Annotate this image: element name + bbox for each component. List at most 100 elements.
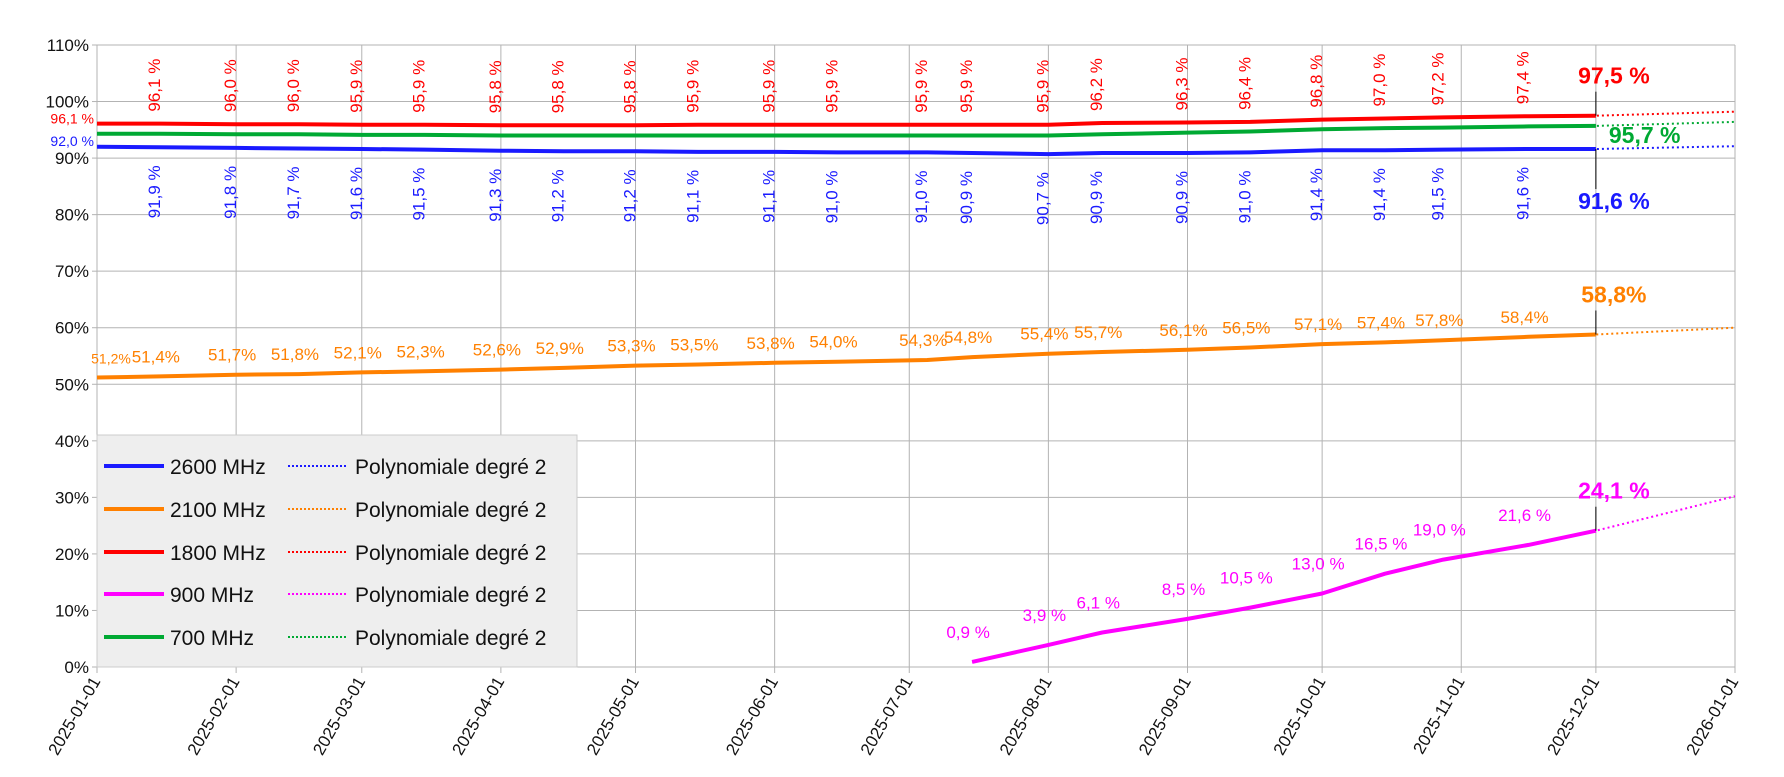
- data-label: 90,9 %: [957, 171, 976, 224]
- data-label: 95,7 %: [1609, 122, 1681, 148]
- x-tick-label: 2025-09-01: [1135, 674, 1195, 759]
- data-label: 51,4%: [132, 347, 180, 366]
- data-label: 10,5 %: [1220, 569, 1273, 588]
- data-label: 91,1 %: [760, 170, 779, 223]
- data-label: 58,8%: [1581, 282, 1646, 308]
- data-label: 91,6 %: [1578, 188, 1650, 214]
- data-label: 56,5%: [1222, 319, 1270, 338]
- data-label: 91,1 %: [683, 170, 702, 223]
- y-tick-label: 0%: [64, 658, 89, 677]
- data-label: 52,3%: [396, 342, 444, 361]
- data-label: 97,0 %: [1370, 54, 1389, 107]
- data-label: 95,8 %: [486, 60, 505, 113]
- y-tick-label: 70%: [55, 262, 89, 281]
- x-axis: 2025-01-01 2025-02-01 2025-03-01 2025-04-01…: [45, 674, 1743, 759]
- data-label: 95,9 %: [822, 60, 841, 113]
- data-label: 19,0 %: [1413, 521, 1466, 540]
- data-label: 52,9%: [536, 339, 584, 358]
- data-label: 90,7 %: [1033, 172, 1052, 225]
- data-label: 91,6 %: [1514, 167, 1533, 220]
- y-tick-label: 100%: [46, 93, 89, 112]
- y-tick-label: 20%: [55, 545, 89, 564]
- y-tick-label: 40%: [55, 432, 89, 451]
- data-label: 53,5%: [670, 335, 718, 354]
- x-tick-label: 2025-01-01: [45, 674, 105, 759]
- legend-label: 1800 MHz: [170, 542, 266, 565]
- data-label: 95,9 %: [760, 60, 779, 113]
- legend-label: 2100 MHz: [170, 499, 266, 522]
- legend-label: 2600 MHz: [170, 456, 266, 479]
- data-label: 90,9 %: [1173, 171, 1192, 224]
- data-label: 55,4%: [1020, 325, 1068, 344]
- data-label: 96,3 %: [1173, 58, 1192, 111]
- data-label: 21,6 %: [1498, 506, 1551, 525]
- data-label: 95,9 %: [1033, 60, 1052, 113]
- data-label: 54,0%: [809, 333, 857, 352]
- x-tick-label: 2026-01-01: [1683, 674, 1743, 759]
- series-lines: [96, 113, 1597, 664]
- data-label: 96,0 %: [284, 59, 303, 112]
- data-label: 24,1 %: [1578, 478, 1650, 504]
- x-tick-label: 2025-12-01: [1543, 674, 1603, 759]
- y-tick-label: 30%: [55, 488, 89, 507]
- x-tick-label: 2025-04-01: [448, 674, 508, 759]
- x-tick-label: 2025-05-01: [583, 674, 643, 759]
- data-label: 6,1 %: [1076, 594, 1119, 613]
- data-label: 91,4 %: [1370, 168, 1389, 221]
- data-label: 95,9 %: [410, 60, 429, 113]
- data-labels: 92,0 % 91,9 % 91,8 % 91,7 % 91,6 % 91,5 % 91,3…: [50, 51, 1680, 642]
- data-label: 95,9 %: [347, 60, 366, 113]
- data-label: 3,9 %: [1023, 606, 1066, 625]
- data-label: 91,2 %: [621, 169, 640, 222]
- data-label: 51,7%: [208, 346, 256, 365]
- data-label: 96,4 %: [1235, 57, 1254, 110]
- legend: 2600 MHz Polynomiale degré 2 2100 MHz Polyn…: [96, 434, 578, 668]
- data-label: 95,8 %: [621, 60, 640, 113]
- data-label: 51,2%: [91, 350, 131, 366]
- data-label: 92,0 %: [50, 133, 94, 149]
- data-label: 16,5 %: [1354, 535, 1407, 554]
- y-axis: 0% 10% 20% 30% 40% 50% 60% 70% 80% 90% 100% 110%: [46, 36, 97, 677]
- data-label: 97,4 %: [1514, 51, 1533, 104]
- x-tick-label: 2025-10-01: [1270, 674, 1330, 759]
- series-line-700mhz: [97, 123, 1596, 138]
- legend-label: 700 MHz: [170, 627, 254, 650]
- data-label: 56,1%: [1159, 321, 1207, 340]
- data-label: 57,8%: [1415, 311, 1463, 330]
- data-label: 91,6 %: [347, 167, 366, 220]
- data-label: 13,0 %: [1292, 554, 1345, 573]
- data-label: 96,8 %: [1307, 55, 1326, 108]
- series-line-2600mhz: [96, 144, 1596, 157]
- data-label: 91,5 %: [1428, 168, 1447, 221]
- data-label: 91,5 %: [410, 168, 429, 221]
- x-tick-label: 2025-03-01: [309, 674, 369, 759]
- legend-trend-label: Polynomiale degré 2: [355, 499, 546, 522]
- legend-trend-label: Polynomiale degré 2: [355, 542, 546, 565]
- data-label: 97,2 %: [1428, 52, 1447, 105]
- x-tick-label: 2025-07-01: [857, 674, 917, 759]
- y-tick-label: 80%: [55, 206, 89, 225]
- data-label: 96,1 %: [50, 111, 94, 127]
- x-tick-label: 2025-11-01: [1409, 674, 1468, 758]
- data-label: 91,0 %: [1235, 170, 1254, 223]
- data-label: 57,4%: [1357, 313, 1405, 332]
- data-label: 55,7%: [1074, 323, 1122, 342]
- y-tick-label: 110%: [47, 36, 89, 55]
- data-label: 0,9 %: [946, 623, 989, 642]
- data-label: 91,2 %: [549, 169, 568, 222]
- x-tick-label: 2025-08-01: [996, 674, 1056, 759]
- series-line-900mhz: [971, 528, 1597, 664]
- legend-trend-label: Polynomiale degré 2: [355, 456, 546, 479]
- data-label: 53,8%: [747, 334, 795, 353]
- data-label: 91,0 %: [822, 170, 841, 223]
- data-label: 91,8 %: [221, 166, 240, 219]
- data-label: 91,4 %: [1307, 168, 1326, 221]
- data-label: 97,5 %: [1578, 63, 1650, 89]
- data-label: 51,8%: [271, 345, 319, 364]
- data-label: 91,9 %: [145, 165, 164, 218]
- data-label: 95,9 %: [912, 60, 931, 113]
- y-tick-label: 50%: [55, 375, 89, 394]
- data-label: 58,4%: [1500, 308, 1548, 327]
- data-label: 96,1 %: [145, 59, 164, 112]
